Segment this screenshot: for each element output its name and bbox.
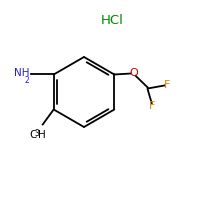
Text: 2: 2 (25, 76, 30, 85)
Text: F: F (149, 101, 155, 111)
Text: HCl: HCl (101, 14, 123, 26)
Text: 3: 3 (35, 130, 40, 138)
Text: C: C (29, 130, 36, 140)
Text: O: O (129, 68, 138, 78)
Text: F: F (164, 80, 170, 90)
Text: H: H (38, 130, 46, 140)
Text: NH: NH (14, 68, 30, 78)
